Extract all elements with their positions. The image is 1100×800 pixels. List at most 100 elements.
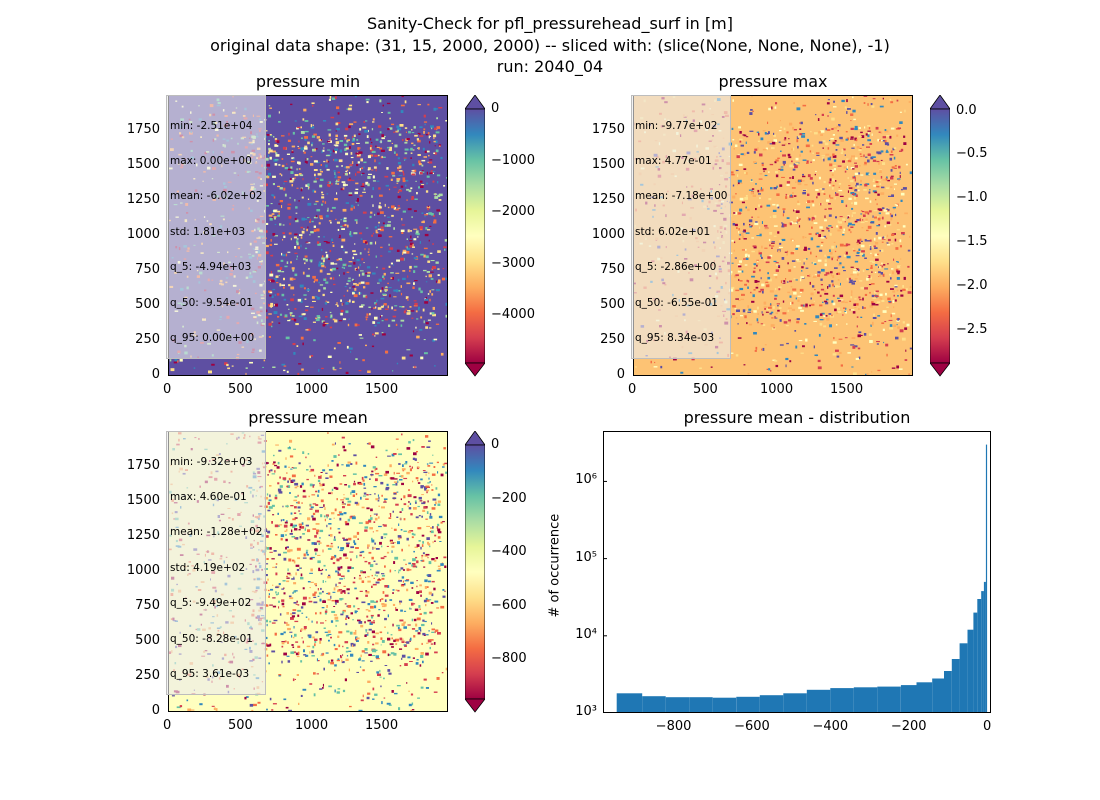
map-texture-cell [869, 333, 872, 336]
map-texture-cell [319, 169, 322, 171]
map-texture-cell [318, 289, 321, 292]
map-texture-cell [396, 362, 399, 365]
map-texture-cell [291, 145, 296, 148]
map-texture-cell [767, 256, 771, 259]
map-texture-cell [322, 200, 324, 203]
map-texture-cell [355, 638, 358, 641]
map-texture-cell [330, 116, 335, 119]
map-texture-cell [311, 220, 314, 223]
map-texture-cell [409, 240, 413, 242]
map-texture-cell [294, 174, 299, 177]
map-texture-cell [874, 271, 877, 273]
map-texture-cell [413, 550, 415, 553]
map-texture-cell [380, 228, 384, 232]
map-texture-cell [346, 630, 350, 633]
map-texture-cell [394, 305, 398, 307]
map-texture-cell [372, 466, 376, 469]
map-texture-cell [378, 221, 380, 224]
map-texture-cell [425, 296, 427, 299]
map-texture-cell [271, 194, 274, 196]
map-texture-cell [381, 506, 385, 509]
map-texture-cell [791, 260, 796, 262]
map-texture-cell [813, 345, 815, 349]
map-texture-cell [745, 195, 748, 197]
map-texture-cell [286, 580, 290, 583]
map-texture-cell [383, 498, 388, 500]
map-texture-cell [274, 278, 277, 281]
map-texture-cell [872, 254, 874, 257]
map-texture-cell [788, 156, 792, 159]
map-texture-cell [416, 335, 420, 339]
map-texture-cell [299, 526, 301, 529]
map-texture-cell [328, 181, 331, 184]
map-texture-cell [388, 704, 392, 706]
map-texture-cell [871, 301, 874, 304]
map-texture-cell [245, 696, 249, 698]
map-texture-cell [856, 242, 859, 246]
map-texture-cell [277, 512, 279, 515]
map-texture-cell [372, 175, 375, 179]
map-texture-cell [872, 317, 877, 319]
map-texture-cell [355, 283, 359, 287]
map-texture-cell [392, 589, 395, 591]
map-texture-cell [732, 99, 734, 102]
map-texture-cell [417, 462, 419, 463]
map-texture-cell [396, 125, 399, 128]
map-texture-cell [408, 690, 410, 692]
map-texture-cell [394, 151, 396, 154]
map-texture-cell [353, 253, 358, 256]
map-texture-cell [329, 311, 332, 314]
map-texture-cell [891, 166, 895, 169]
map-texture-cell [431, 593, 434, 597]
map-texture-cell [346, 169, 349, 172]
map-texture-cell [850, 157, 852, 161]
map-texture-cell [302, 495, 307, 498]
map-texture-cell [383, 555, 387, 558]
map-texture-cell [433, 219, 437, 223]
map-texture-cell [802, 159, 807, 161]
map-texture-cell [875, 295, 879, 298]
map-texture-cell [815, 315, 820, 319]
map-texture-cell [377, 282, 380, 284]
map-texture-cell [300, 236, 303, 239]
map-texture-cell [270, 203, 273, 205]
map-texture-cell [831, 128, 834, 130]
map-texture-cell [774, 360, 778, 362]
map-texture-cell [424, 586, 427, 589]
map-texture-cell [827, 286, 829, 289]
histogram-x-tick-label: −800 [655, 719, 692, 734]
map-texture-cell [826, 227, 830, 230]
map-texture-cell [806, 162, 809, 164]
map-texture-cell [381, 574, 386, 577]
map-texture-cell [881, 237, 886, 240]
map-texture-cell [328, 133, 331, 137]
map-texture-cell [338, 531, 341, 534]
map-texture-cell [278, 322, 281, 324]
map-texture-cell [396, 448, 399, 450]
map-texture-cell [391, 276, 394, 280]
map-texture-cell [330, 262, 334, 265]
map-texture-cell [413, 282, 415, 285]
map-texture-cell [378, 278, 382, 282]
map-texture-cell [750, 191, 754, 195]
map-texture-cell [898, 368, 903, 370]
map-texture-cell [369, 215, 372, 219]
map-texture-cell [270, 588, 274, 591]
map-texture-cell [386, 102, 391, 105]
map-texture-cell [325, 652, 329, 654]
map-texture-cell [749, 225, 752, 228]
map-texture-cell [344, 137, 347, 140]
map-texture-cell [368, 551, 372, 554]
map-texture-cell [313, 596, 317, 598]
map-texture-cell [859, 218, 861, 222]
map-texture-cell [421, 446, 425, 448]
map-texture-cell [806, 206, 810, 209]
map-texture-cell [312, 528, 317, 530]
map-texture-cell [285, 253, 288, 257]
map-texture-cell [807, 247, 811, 250]
map-texture-cell [383, 603, 387, 607]
map-texture-cell [312, 484, 315, 486]
map-texture-cell [346, 538, 348, 541]
map-texture-cell [738, 126, 741, 129]
map-texture-cell [771, 141, 776, 145]
